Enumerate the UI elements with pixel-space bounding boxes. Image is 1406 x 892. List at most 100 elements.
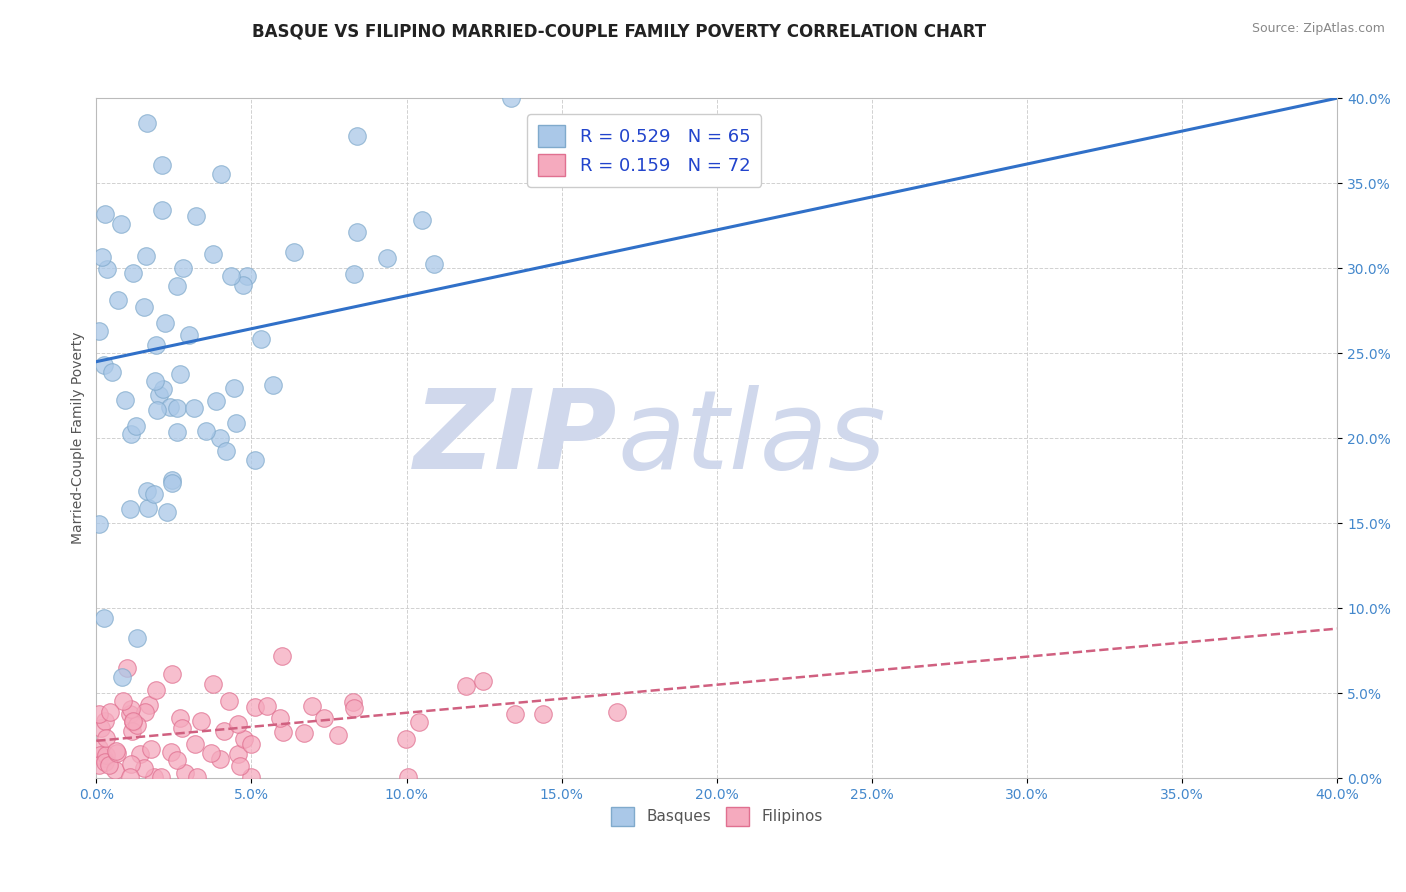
Text: ZIP: ZIP (415, 384, 617, 491)
Point (93, 751, 115, 765)
Point (396, 770, 419, 784)
Point (292, 725, 315, 739)
Point (111, 694, 134, 708)
Text: BASQUE VS FILIPINO MARRIED-COUPLE FAMILY POVERTY CORRELATION CHART: BASQUE VS FILIPINO MARRIED-COUPLE FAMILY… (252, 22, 986, 40)
Point (122, 266, 145, 280)
Point (326, 728, 349, 742)
Point (89, 324, 111, 338)
Point (226, 716, 249, 731)
Point (118, 770, 141, 784)
Point (93, 611, 115, 625)
Point (208, 431, 231, 445)
Point (454, 679, 477, 693)
Point (93, 714, 115, 729)
Point (166, 425, 188, 440)
Point (531, 706, 554, 721)
Point (160, 745, 183, 759)
Point (94, 755, 117, 769)
Point (229, 759, 252, 773)
Point (262, 378, 284, 392)
Point (94, 207, 117, 221)
Point (114, 393, 136, 408)
Point (301, 698, 323, 713)
Point (129, 747, 152, 762)
Point (194, 424, 217, 438)
Point (141, 741, 163, 756)
Point (499, 91, 522, 105)
Point (249, 332, 271, 346)
Point (152, 382, 174, 396)
Point (138, 500, 160, 515)
Point (118, 706, 141, 721)
Point (209, 167, 232, 181)
Point (232, 731, 254, 746)
Point (160, 476, 183, 491)
Point (98, 758, 121, 772)
Point (205, 394, 228, 409)
Point (89, 516, 111, 531)
Point (375, 251, 398, 265)
Point (90, 721, 112, 735)
Point (145, 403, 167, 417)
Point (212, 724, 235, 739)
Point (98, 705, 121, 719)
Point (156, 505, 179, 519)
Point (606, 706, 628, 720)
Point (218, 694, 240, 708)
Point (184, 210, 207, 224)
Point (232, 278, 254, 293)
Point (239, 737, 262, 751)
Point (145, 337, 167, 351)
Point (150, 158, 173, 172)
Point (105, 746, 128, 760)
Point (132, 761, 155, 775)
Point (89, 740, 111, 755)
Legend: Basques, Filipinos: Basques, Filipinos (605, 801, 828, 832)
Point (143, 374, 166, 388)
Point (89, 707, 111, 722)
Point (201, 677, 224, 691)
Point (219, 268, 242, 283)
Text: atlas: atlas (617, 384, 886, 491)
Point (135, 484, 157, 499)
Point (395, 732, 418, 747)
Point (122, 714, 145, 729)
Point (148, 388, 170, 402)
Point (173, 766, 195, 780)
Point (177, 327, 200, 342)
Point (145, 683, 167, 698)
Point (172, 261, 194, 276)
Text: Source: ZipAtlas.com: Source: ZipAtlas.com (1251, 22, 1385, 36)
Point (172, 721, 194, 735)
Point (159, 400, 181, 414)
Point (110, 217, 132, 231)
Point (101, 365, 124, 379)
Point (471, 674, 494, 689)
Point (89, 748, 111, 763)
Point (423, 257, 446, 271)
Point (245, 700, 267, 714)
Point (169, 368, 191, 382)
Point (271, 724, 294, 739)
Point (120, 702, 142, 716)
Point (215, 443, 238, 458)
Point (239, 770, 262, 784)
Point (312, 710, 335, 724)
Point (120, 427, 142, 442)
Point (186, 770, 208, 784)
Point (143, 487, 166, 501)
Point (184, 737, 207, 751)
Point (104, 744, 127, 758)
Point (107, 293, 129, 307)
Point (226, 747, 249, 761)
Point (166, 279, 188, 293)
Point (115, 661, 138, 675)
Point (270, 648, 292, 663)
Point (166, 401, 188, 415)
Point (342, 695, 364, 709)
Point (346, 128, 368, 143)
Point (120, 756, 142, 771)
Point (121, 714, 143, 728)
Point (96, 262, 118, 277)
Point (343, 700, 366, 714)
